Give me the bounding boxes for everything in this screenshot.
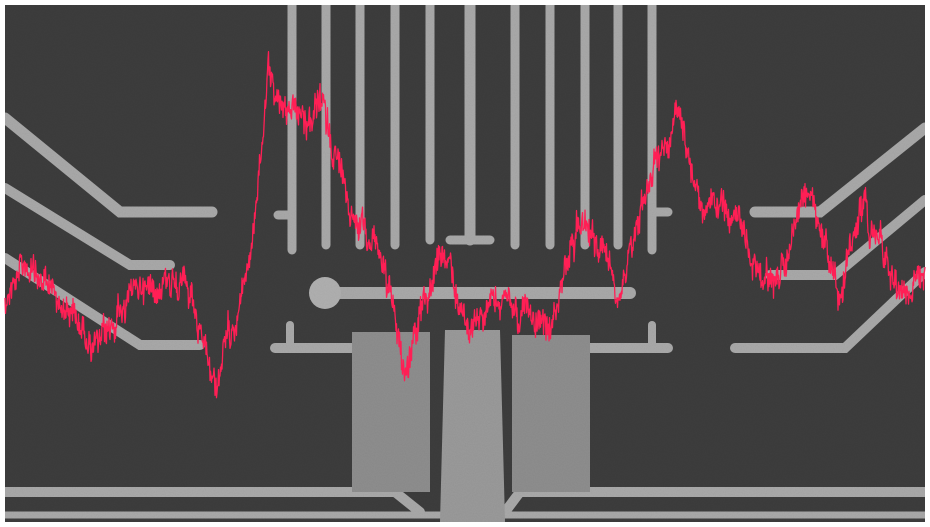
sem-image (0, 0, 930, 527)
dot (309, 277, 341, 309)
page: (() => { JSON.parse(document.getElementB… (0, 0, 930, 527)
